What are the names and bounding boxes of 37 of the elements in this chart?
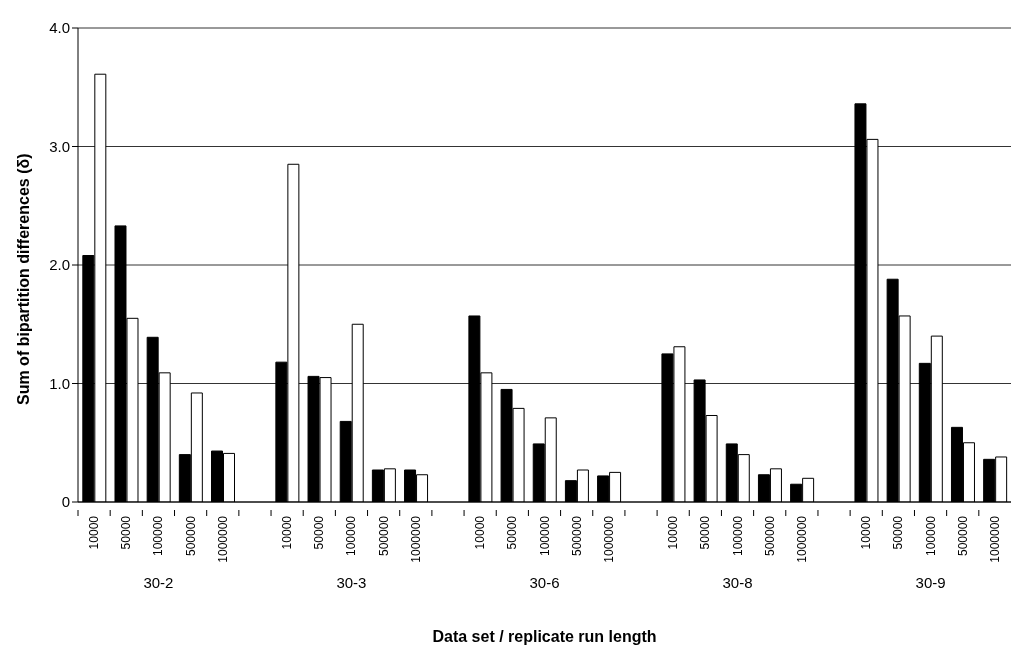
- x-tick-label: 100000: [730, 515, 745, 557]
- x-tick-label: 50000: [891, 515, 906, 550]
- x-tick-label: 500000: [376, 515, 391, 557]
- text: 30-9: [914, 574, 947, 591]
- x-tick-label: 1000000: [601, 515, 616, 563]
- x-tick-label: 500000: [955, 515, 970, 557]
- x-tick-label: 500000: [762, 515, 777, 557]
- x-tick-label: 10000: [859, 515, 874, 550]
- text: 30-6: [528, 574, 561, 591]
- x-tick-label: 10000: [280, 515, 295, 550]
- x-tick-label: 50000: [119, 515, 134, 550]
- x-tick-label: 10000: [87, 515, 102, 550]
- x-tick-label: 1000000: [987, 515, 1002, 563]
- x-tick-label: 10000: [666, 515, 681, 550]
- x-tick-label: 50000: [505, 515, 520, 550]
- x-tick-label: 100000: [537, 515, 552, 557]
- x-tick-label: 10000: [473, 515, 488, 550]
- x-tick-label: 50000: [312, 515, 327, 550]
- text: 30-3: [335, 574, 368, 591]
- y-tick-label: 2.0: [49, 256, 70, 274]
- y-axis-title: Sum of bipartition differences (δ): [14, 153, 32, 405]
- x-tick-label: 100000: [923, 515, 938, 557]
- text: 30-2: [142, 574, 175, 591]
- y-tick-label: 1.0: [49, 374, 70, 392]
- text: 30-8: [721, 574, 754, 591]
- x-tick-label: 1000000: [215, 515, 230, 563]
- x-tick-label: 500000: [183, 515, 198, 557]
- y-tick-label: 4.0: [49, 19, 70, 37]
- x-tick-label: 1000000: [408, 515, 423, 563]
- y-tick-label: 0: [61, 493, 70, 511]
- x-tick-label: 100000: [151, 515, 166, 557]
- x-tick-label: 1000000: [794, 515, 809, 563]
- x-tick-label: 100000: [344, 515, 359, 557]
- x-tick-label: 50000: [698, 515, 713, 550]
- x-axis-title: Data set / replicate run length: [432, 628, 657, 645]
- x-tick-label: 500000: [569, 515, 584, 557]
- y-tick-label: 3.0: [49, 137, 70, 155]
